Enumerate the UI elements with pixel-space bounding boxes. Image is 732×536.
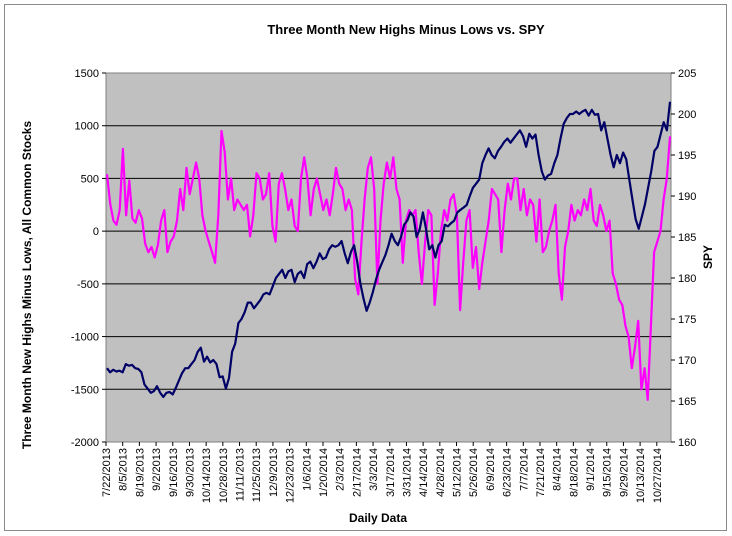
- x-tick-label: 5/12/2014: [452, 448, 464, 497]
- x-tick-label: 4/28/2014: [435, 448, 447, 497]
- x-tick-label: 10/28/2013: [218, 448, 230, 503]
- x-tick-label: 8/19/2013: [134, 448, 146, 497]
- highs-minus-lows-line: [105, 129, 672, 401]
- x-tick-label: 1/6/2014: [301, 448, 313, 491]
- x-tick-label: 9/15/2014: [602, 448, 614, 497]
- left-y-axis-label: Three Month New Highs Minus Lows, All Co…: [20, 121, 34, 450]
- x-tick-label: 2/3/2014: [335, 448, 347, 491]
- x-tick-label: 12/23/2013: [285, 448, 297, 503]
- right-tick-label: 200: [678, 109, 696, 121]
- x-tick-label: 10/27/2014: [652, 448, 664, 503]
- x-tick-label: 3/31/2014: [401, 448, 413, 497]
- left-tick-label: -500: [77, 279, 99, 291]
- x-axis-label: Daily Data: [349, 511, 407, 525]
- x-tick-label: 11/11/2013: [235, 448, 247, 501]
- left-axis-ticks: 1500 1000 500 0 -500 -1000 -1500 -2000: [71, 68, 106, 449]
- x-tick-label: 3/17/2014: [385, 448, 397, 497]
- x-tick-label: 11/25/2013: [251, 448, 263, 502]
- x-tick-label: 8/4/2014: [552, 448, 564, 491]
- left-tick-label: 1500: [75, 68, 99, 80]
- right-tick-label: 180: [678, 273, 696, 285]
- right-tick-label: 205: [678, 68, 696, 80]
- plot-area: [105, 72, 672, 443]
- x-tick-label: 1/20/2014: [318, 448, 330, 497]
- chart-title: Three Month New Highs Minus Lows vs. SPY: [267, 22, 545, 37]
- left-tick-label: -1500: [71, 384, 99, 396]
- spy-line: [106, 101, 672, 398]
- left-tick-label: -2000: [71, 437, 99, 449]
- x-tick-label: 7/21/2014: [535, 448, 547, 497]
- x-tick-label: 6/9/2014: [485, 448, 497, 491]
- x-tick-label: 9/2/2013: [151, 448, 163, 491]
- x-tick-label: 9/16/2013: [168, 448, 180, 497]
- x-tick-label: 12/9/2013: [268, 448, 280, 497]
- x-tick-label: 7/22/2013: [101, 448, 113, 497]
- x-tick-label: 8/5/2013: [118, 448, 130, 491]
- right-y-axis-label: SPY: [701, 245, 715, 269]
- x-tick-label: 9/1/2014: [585, 448, 597, 491]
- x-tick-label: 9/30/2013: [184, 448, 196, 497]
- x-axis-ticks: 7/22/2013 8/5/2013 8/19/2013 9/2/2013 9/16/2…: [101, 442, 664, 503]
- x-tick-label: 9/29/2014: [618, 448, 630, 497]
- right-tick-label: 195: [678, 150, 696, 162]
- x-tick-label: 5/26/2014: [468, 448, 480, 497]
- x-tick-label: 10/14/2013: [201, 448, 213, 503]
- left-tick-label: 500: [81, 173, 99, 185]
- right-tick-label: 175: [678, 314, 696, 326]
- right-tick-label: 185: [678, 232, 696, 244]
- x-tick-label: 3/3/2014: [368, 448, 380, 491]
- x-tick-label: 6/23/2014: [502, 448, 514, 497]
- x-tick-label: 4/14/2014: [418, 448, 430, 497]
- left-tick-label: -1000: [71, 332, 99, 344]
- right-tick-label: 190: [678, 191, 696, 203]
- left-tick-label: 1000: [75, 121, 99, 133]
- right-tick-label: 165: [678, 396, 696, 408]
- right-tick-label: 170: [678, 355, 696, 367]
- right-axis-ticks: 205 200 195 190 185 180 175 170 165 160: [671, 68, 696, 449]
- left-tick-label: 0: [93, 226, 99, 238]
- x-tick-label: 2/17/2014: [351, 448, 363, 497]
- x-tick-label: 10/13/2014: [635, 448, 647, 503]
- x-tick-label: 7/7/2014: [518, 448, 530, 491]
- right-tick-label: 160: [678, 437, 696, 449]
- series-group: [105, 101, 672, 401]
- x-tick-label: 8/18/2014: [568, 448, 580, 497]
